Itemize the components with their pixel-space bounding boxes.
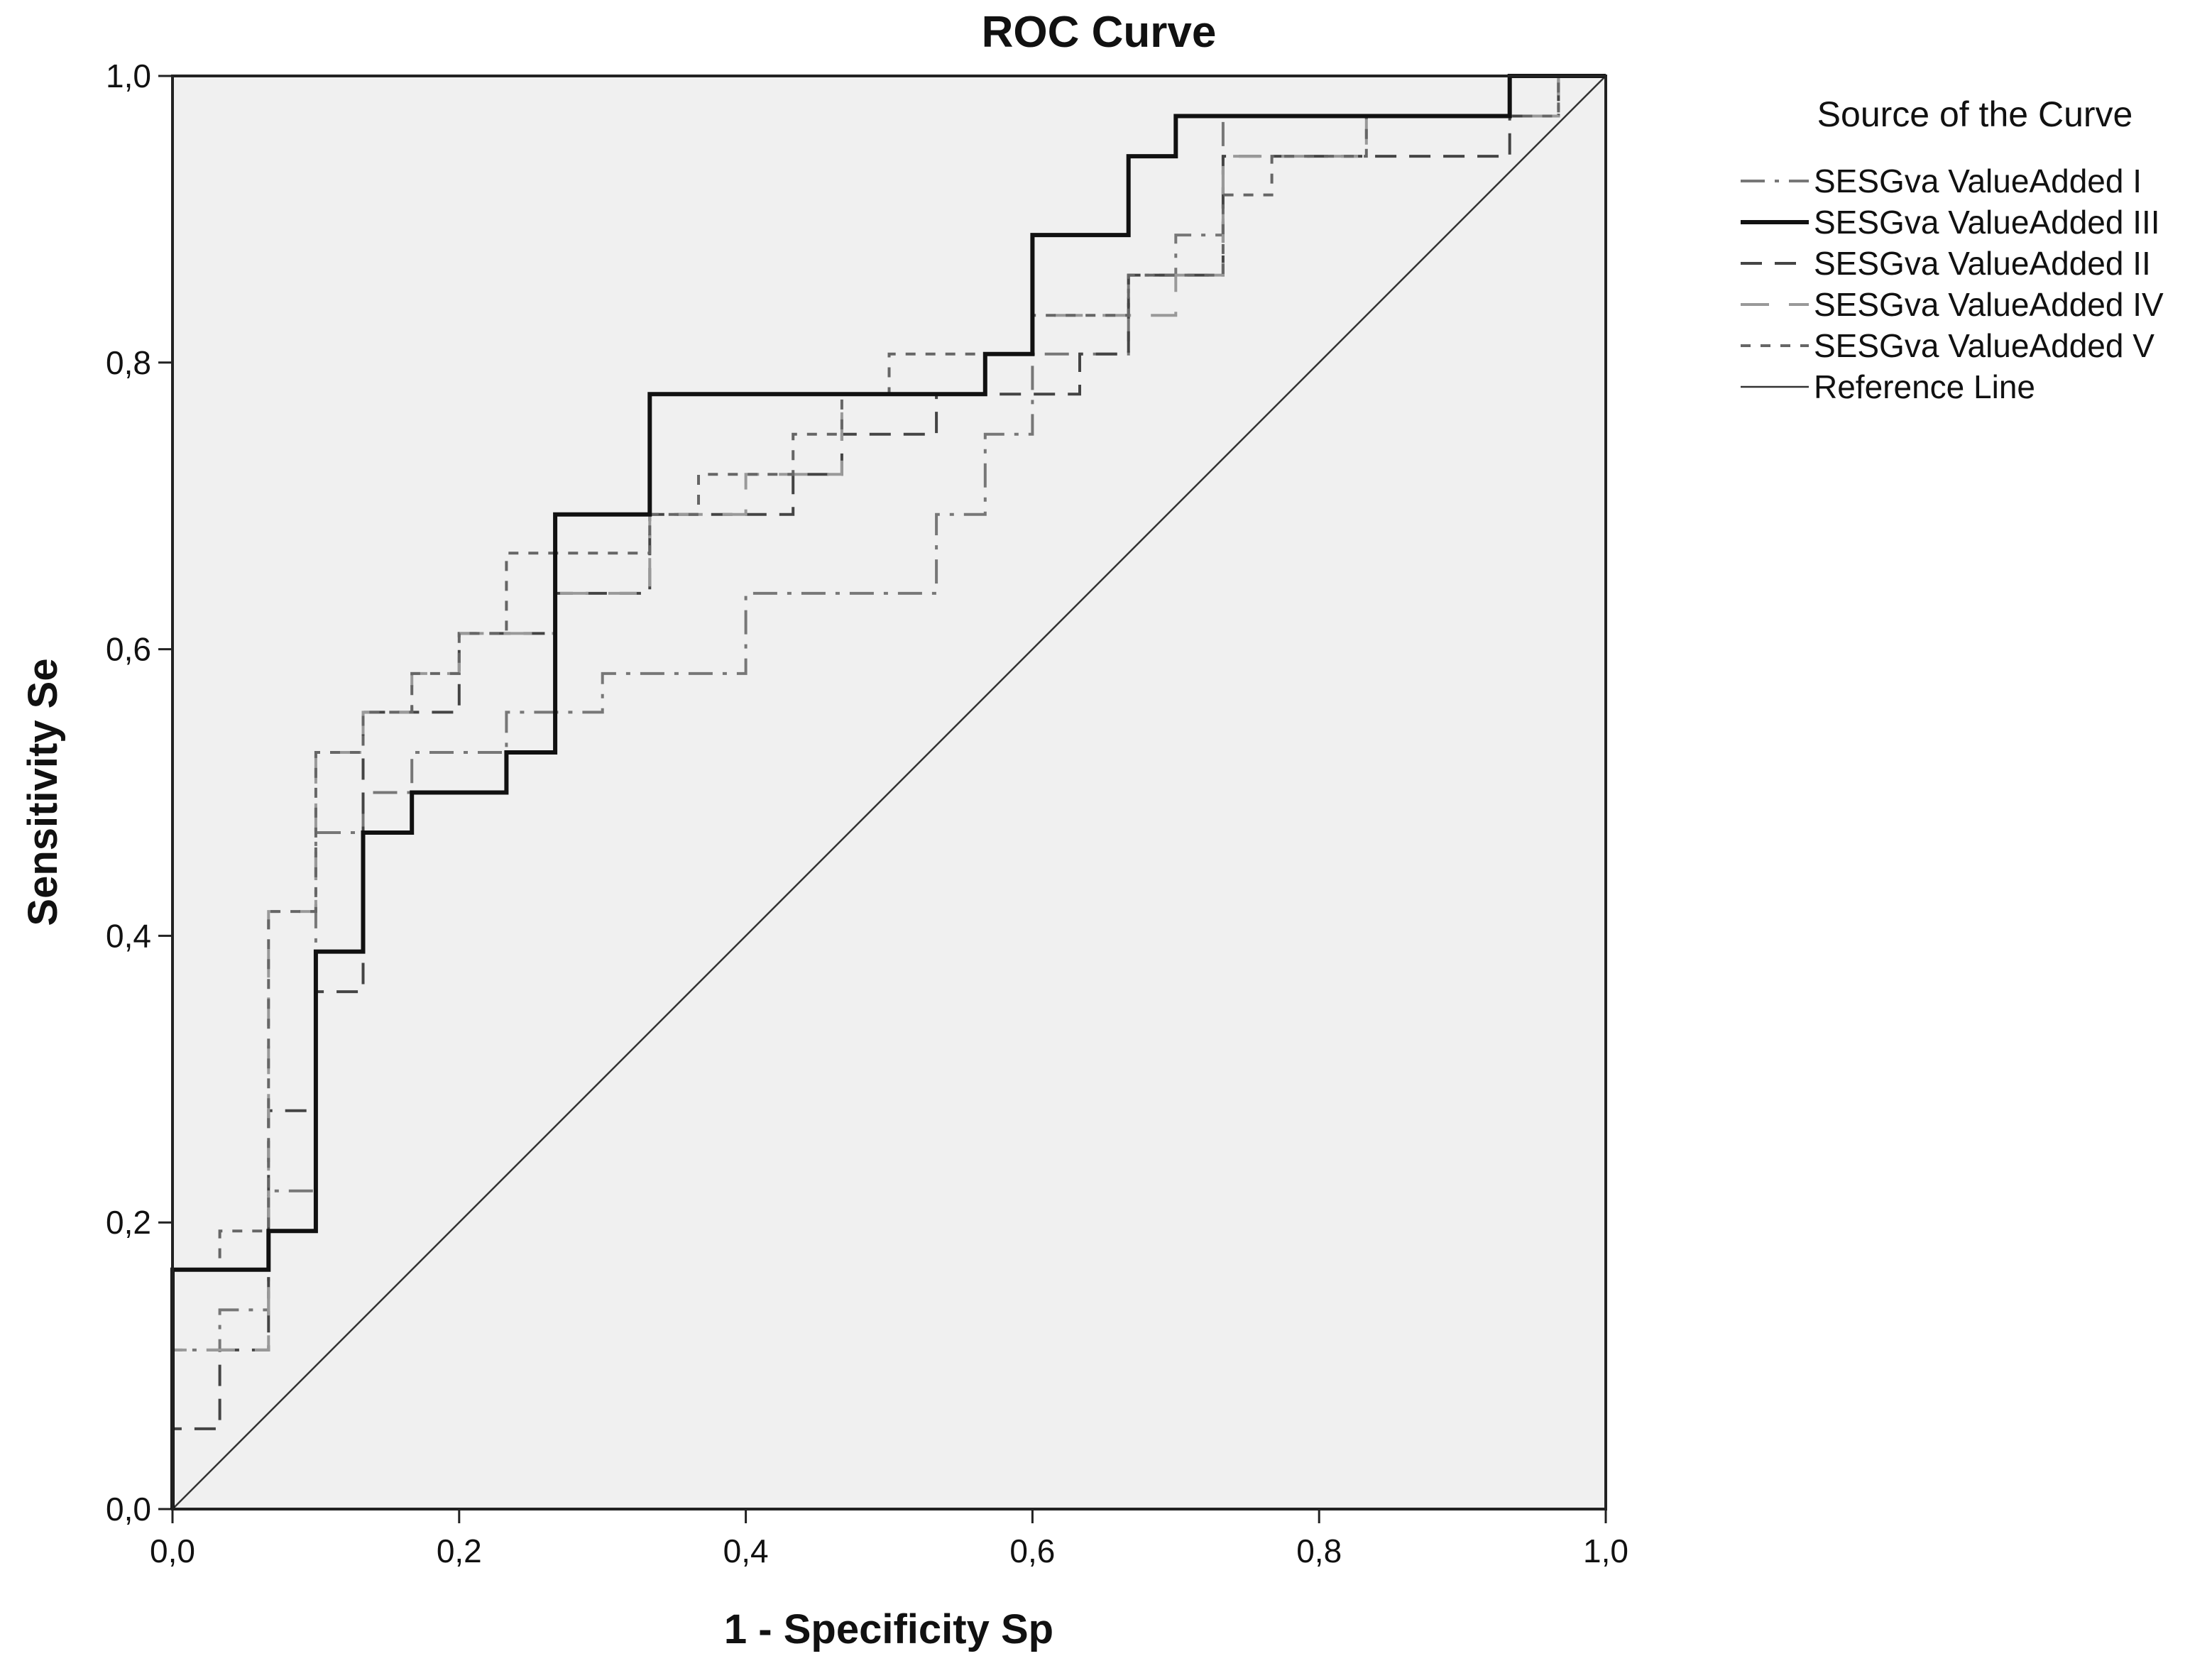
x-tick-label: 0,2: [437, 1532, 482, 1569]
x-tick-label: 1,0: [1583, 1532, 1628, 1569]
x-tick-label: 0,6: [1009, 1532, 1055, 1569]
legend-title: Source of the Curve: [1817, 94, 2133, 134]
y-axis-title: Sensitivity Se: [20, 658, 66, 926]
y-tick-label: 0,4: [106, 917, 151, 954]
y-tick-label: 1,0: [106, 57, 151, 94]
series-line-sesgva-valueadded-ii: [171, 75, 1606, 1509]
x-axis-title: 1 - Specificity Sp: [724, 1606, 1053, 1652]
y-tick-label: 0,6: [106, 631, 151, 668]
x-axis: 0,0 0,2 0,4 0,6 0,8 1,0: [150, 1509, 1628, 1569]
series-line-sesgva-valueadded-i: [171, 75, 1606, 1509]
y-tick-label: 0,8: [106, 344, 151, 381]
legend-label-sesgva-valueadded-iv: SESGva ValueAdded IV: [1814, 286, 2164, 323]
y-tick-label: 0,0: [106, 1491, 151, 1528]
legend: Source of the Curve SESGva ValueAdded I S…: [1741, 94, 2164, 405]
y-tick-label: 0,2: [106, 1204, 151, 1241]
legend-label-sesgva-valueadded-ii: SESGva ValueAdded II: [1814, 245, 2151, 282]
x-tick-label: 0,8: [1296, 1532, 1342, 1569]
plot-frame: [171, 75, 1607, 1510]
legend-label-sesgva-valueadded-i: SESGva ValueAdded I: [1814, 163, 2142, 199]
legend-label-reference-line: Reference Line: [1814, 368, 2035, 405]
series-line-sesgva-valueadded-iii: [170, 74, 1606, 1509]
legend-label-sesgva-valueadded-v: SESGva ValueAdded V: [1814, 327, 2154, 364]
series-line-reference-line: [172, 75, 1606, 1510]
chart-title: ROC Curve: [982, 8, 1217, 57]
x-tick-label: 0,4: [723, 1532, 769, 1569]
series-layer: [170, 74, 1606, 1510]
series-line-sesgva-valueadded-iv: [171, 75, 1606, 1509]
y-axis: 0,0 0,2 0,4 0,6 0,8 1,0: [106, 57, 173, 1528]
legend-label-sesgva-valueadded-iii: SESGva ValueAdded III: [1814, 204, 2160, 241]
x-tick-label: 0,0: [150, 1532, 195, 1569]
